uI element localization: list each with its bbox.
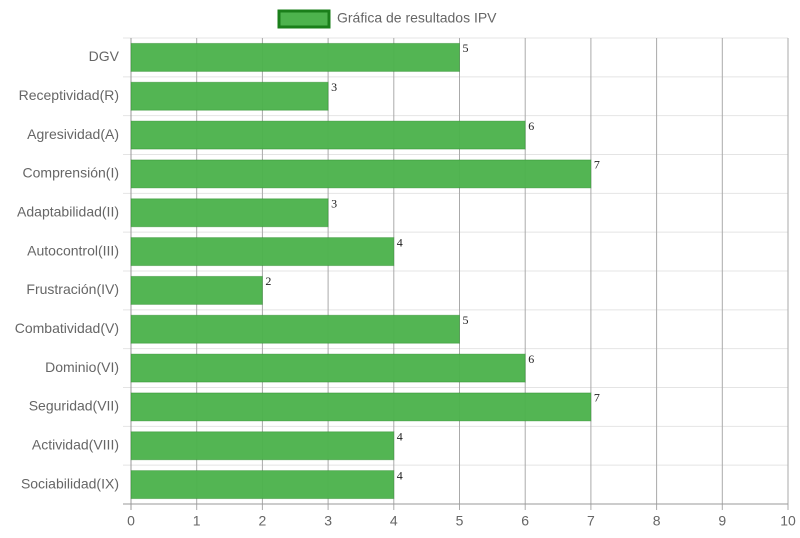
x-tick-label: 9 (718, 513, 726, 529)
bar (130, 431, 395, 461)
x-tick-label: 6 (521, 513, 529, 529)
x-tick-label: 2 (259, 513, 267, 529)
x-tick-label: 10 (780, 513, 796, 529)
value-label: 6 (528, 119, 534, 133)
value-label: 4 (397, 468, 403, 482)
value-label: 3 (331, 80, 337, 94)
value-label: 2 (265, 274, 271, 288)
bar (130, 120, 526, 150)
x-tick-label: 7 (587, 513, 595, 529)
legend-swatch[interactable] (277, 9, 331, 29)
legend-label[interactable]: Gráfica de resultados IPV (337, 10, 497, 26)
x-tick-label: 5 (456, 513, 464, 529)
y-tick-label: DGV (89, 48, 120, 64)
y-tick-label: Frustración(IV) (26, 281, 119, 297)
y-tick-label: Adaptabilidad(II) (17, 203, 119, 219)
bar (130, 81, 329, 111)
bar (130, 275, 263, 305)
y-tick-label: Comprensión(I) (23, 165, 119, 181)
x-tick-label: 4 (390, 513, 398, 529)
y-tick-label: Sociabilidad(IX) (21, 475, 119, 491)
y-tick-label: Dominio(VI) (45, 359, 119, 375)
bar (130, 470, 395, 500)
bar (130, 159, 592, 189)
x-tick-label: 0 (127, 513, 135, 529)
x-tick-label: 8 (653, 513, 661, 529)
y-tick-label: Actividad(VIII) (32, 436, 119, 452)
bar (130, 353, 526, 383)
x-tick-label: 3 (324, 513, 332, 529)
value-label: 6 (528, 352, 534, 366)
bar (130, 237, 395, 267)
value-label: 5 (463, 41, 469, 55)
value-label: 5 (463, 313, 469, 327)
value-label: 4 (397, 235, 403, 249)
bar (130, 198, 329, 228)
y-tick-label: Agresividad(A) (27, 126, 119, 142)
y-tick-label: Combatividad(V) (15, 320, 119, 336)
value-label: 7 (594, 391, 600, 405)
y-tick-label: Seguridad(VII) (29, 398, 119, 414)
value-label: 3 (331, 197, 337, 211)
bar (130, 392, 592, 422)
bar (130, 42, 460, 72)
y-tick-label: Receptividad(R) (19, 87, 119, 103)
value-label: 7 (594, 158, 600, 172)
value-label: 4 (397, 430, 403, 444)
bar (130, 314, 460, 344)
x-tick-label: 1 (193, 513, 201, 529)
y-tick-label: Autocontrol(III) (27, 242, 119, 258)
